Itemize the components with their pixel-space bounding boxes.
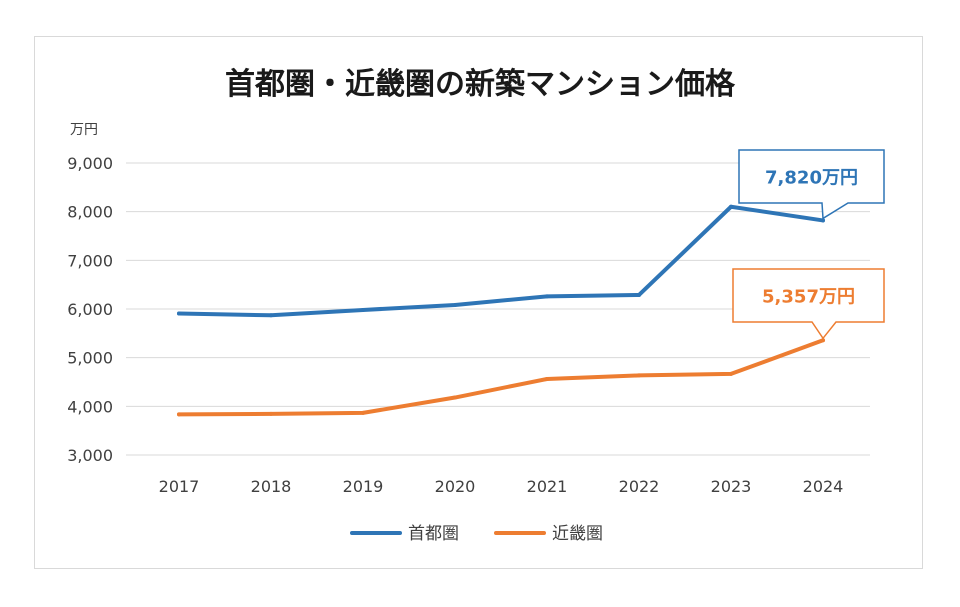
- y-tick-label: 8,000: [67, 203, 113, 222]
- data-point: [637, 373, 641, 378]
- series-line-2: [177, 338, 825, 417]
- data-point: [545, 376, 549, 381]
- series-line-1: [177, 204, 825, 318]
- data-point: [361, 410, 365, 415]
- data-point: [177, 412, 181, 417]
- y-tick-label: 5,000: [67, 349, 113, 368]
- callout-box: [732, 268, 885, 340]
- legend-label: 近畿圏: [552, 524, 603, 544]
- y-tick-label: 3,000: [67, 446, 113, 465]
- chart-title: 首都圏・近畿圏の新築マンション価格: [225, 67, 736, 102]
- callout-box: [738, 149, 885, 220]
- legend-label: 首都圏: [408, 524, 459, 544]
- x-tick-label: 2019: [343, 477, 384, 496]
- y-tick-label: 9,000: [67, 154, 113, 173]
- data-point: [361, 307, 365, 312]
- x-tick-label: 2023: [711, 477, 752, 496]
- y-tick-label: 7,000: [67, 251, 113, 270]
- x-tick-label: 2018: [251, 477, 292, 496]
- y-tick-label: 6,000: [67, 300, 113, 319]
- y-tick-label: 4,000: [67, 397, 113, 416]
- data-point: [821, 338, 825, 343]
- data-point: [269, 313, 273, 318]
- data-point: [177, 311, 181, 316]
- data-point: [269, 411, 273, 416]
- data-point: [545, 294, 549, 299]
- callout-label: 5,357万円: [762, 287, 855, 308]
- data-point: [821, 218, 825, 223]
- data-point: [729, 371, 733, 376]
- callout-label: 7,820万円: [765, 168, 858, 189]
- data-point: [453, 395, 457, 400]
- data-point: [453, 302, 457, 307]
- y-axis-unit-label: 万円: [70, 122, 98, 138]
- x-tick-label: 2020: [435, 477, 476, 496]
- x-tick-label: 2021: [527, 477, 568, 496]
- x-tick-label: 2017: [159, 477, 200, 496]
- data-point: [729, 204, 733, 209]
- x-tick-label: 2022: [619, 477, 660, 496]
- data-point: [637, 292, 641, 297]
- x-tick-label: 2024: [803, 477, 844, 496]
